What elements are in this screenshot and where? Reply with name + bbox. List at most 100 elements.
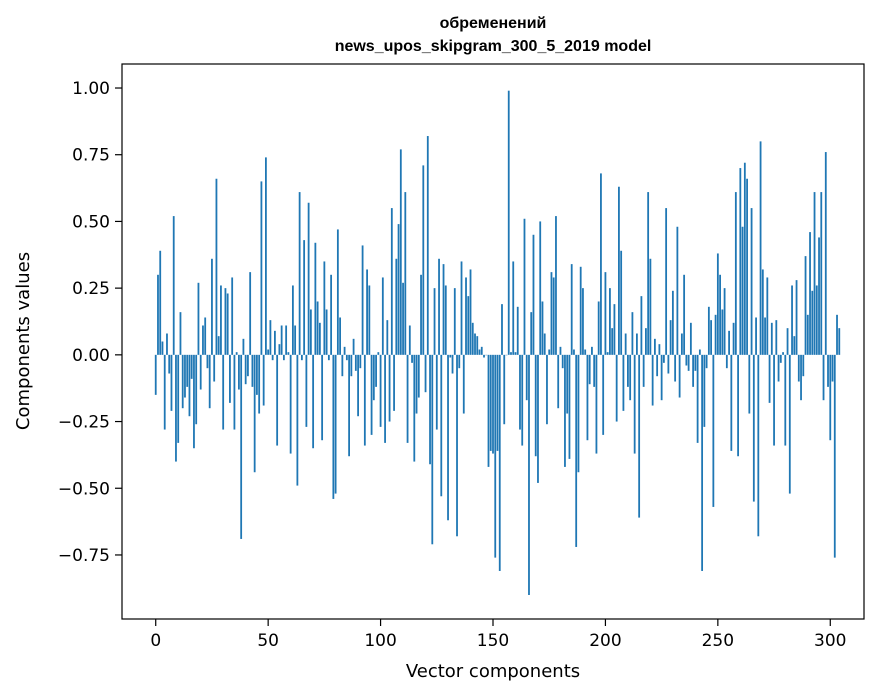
bar — [656, 354, 659, 377]
bar — [199, 354, 202, 390]
bar — [633, 354, 636, 454]
bar — [653, 338, 656, 355]
bar — [597, 301, 600, 355]
bar — [159, 250, 162, 355]
bar — [368, 285, 371, 355]
bar — [166, 333, 168, 355]
bar — [233, 354, 236, 430]
bar — [253, 354, 256, 473]
bar — [534, 354, 537, 457]
bar — [836, 314, 838, 355]
bar — [157, 274, 159, 355]
bar — [413, 354, 416, 462]
bar — [271, 354, 274, 361]
bar — [784, 354, 787, 446]
bar — [258, 354, 261, 414]
bar — [833, 354, 836, 558]
bar — [557, 354, 560, 409]
bar — [741, 226, 744, 355]
bar — [377, 352, 380, 355]
bar — [321, 354, 324, 441]
bar — [336, 229, 339, 355]
bar — [442, 264, 445, 355]
bar — [584, 349, 587, 355]
bar — [352, 338, 355, 355]
bar — [759, 141, 762, 355]
bar — [552, 277, 555, 355]
bar — [600, 173, 602, 355]
bar — [249, 272, 252, 355]
bar — [516, 306, 519, 355]
bar — [431, 354, 434, 545]
bar-series — [154, 90, 841, 595]
bar — [827, 354, 829, 387]
bar — [226, 293, 229, 355]
bar — [395, 258, 398, 355]
bar — [154, 354, 157, 395]
bar — [611, 328, 614, 355]
bar — [575, 354, 578, 547]
bar — [809, 232, 811, 355]
bar — [692, 354, 695, 387]
bar — [501, 304, 503, 355]
bar — [197, 282, 200, 355]
bar — [460, 261, 463, 355]
bar — [768, 354, 771, 403]
bar — [282, 354, 285, 361]
bar — [161, 341, 164, 355]
bar — [773, 354, 775, 446]
bar — [703, 354, 706, 427]
bar — [244, 354, 247, 385]
bar — [179, 312, 182, 355]
bar — [503, 354, 506, 425]
bar — [586, 354, 589, 441]
bar — [739, 168, 742, 355]
bar — [555, 216, 557, 355]
bar — [492, 354, 494, 454]
bar — [838, 328, 841, 355]
bar — [680, 333, 683, 355]
bar — [469, 269, 472, 355]
bar — [712, 354, 715, 507]
bar — [665, 208, 668, 355]
bar — [316, 301, 319, 355]
bar — [615, 354, 618, 422]
bar — [750, 208, 753, 355]
bar — [361, 245, 364, 355]
bar — [298, 192, 301, 355]
y-axis-ticks: −0.75 −0.50 −0.25 0.00 0.25 0.50 0.75 1.00 — [58, 79, 122, 566]
bar — [788, 354, 791, 494]
bar — [624, 333, 627, 355]
bar — [456, 354, 458, 537]
bar — [696, 354, 699, 443]
bar — [305, 354, 308, 427]
x-axis-ticks: 0 50 100 150 200 250 300 — [150, 619, 846, 651]
bar — [755, 317, 757, 355]
x-tick-label: 100 — [364, 631, 396, 651]
bar — [222, 354, 225, 430]
bar — [732, 322, 735, 355]
bar — [402, 282, 404, 355]
bar — [559, 346, 562, 355]
bar — [390, 208, 393, 355]
bar — [687, 354, 690, 371]
bar — [604, 272, 607, 355]
y-tick-label: 0.75 — [72, 146, 110, 166]
bar — [831, 354, 834, 382]
bar — [676, 226, 679, 355]
bar — [582, 288, 584, 355]
bar — [327, 354, 330, 361]
bar — [184, 354, 186, 398]
bar — [399, 149, 402, 355]
chart-title-line1: обременений — [440, 15, 547, 32]
bar — [332, 354, 335, 499]
bar — [629, 354, 632, 401]
bar — [417, 354, 420, 398]
bar — [683, 274, 686, 355]
bar — [627, 354, 629, 387]
bar — [487, 354, 490, 467]
bar — [471, 322, 474, 355]
bar — [609, 288, 611, 355]
bar — [247, 354, 249, 377]
bar — [489, 354, 492, 451]
